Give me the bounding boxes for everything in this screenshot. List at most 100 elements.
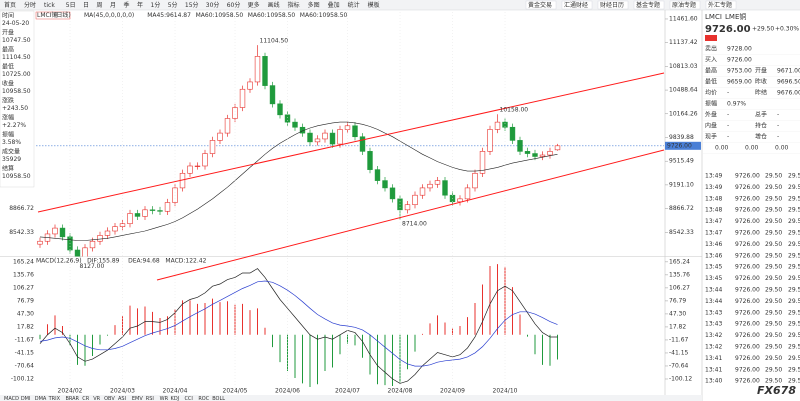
toolbar-link-box[interactable] <box>633 0 665 10</box>
tick-change-2: 29.50 <box>788 355 800 362</box>
candle-body <box>517 140 523 152</box>
indicator-label: MA45:9614.87 <box>147 12 191 19</box>
quote-cell: 9659.00 <box>727 79 752 86</box>
toolbar-tab[interactable]: 年 <box>137 1 143 9</box>
tick-price: 9726.00 <box>735 355 760 362</box>
tick-change: 29.50 <box>765 287 782 294</box>
toolbar-tab[interactable]: 首页 <box>4 1 16 9</box>
indicator-tab[interactable]: DMI <box>21 396 31 401</box>
indicator-tab[interactable]: EMV <box>132 396 143 401</box>
indicator-tab[interactable]: CR <box>82 396 89 401</box>
tick-time: 13:45 <box>705 264 722 271</box>
tick-change: 29.50 <box>765 184 782 191</box>
quote-cell: 9728.00 <box>727 46 752 53</box>
y-tick-label: 9191.10 <box>669 181 694 188</box>
toolbar-link[interactable]: 原油专题 <box>672 1 696 9</box>
y-tick-label-left: 8866.72 <box>9 205 34 212</box>
toolbar-tab[interactable]: 分时 <box>24 1 36 9</box>
toolbar-tab[interactable]: 季 <box>124 1 130 9</box>
candle-body <box>262 56 268 86</box>
quote-cell: 内盘 <box>705 122 717 130</box>
toolbar-link-box[interactable] <box>669 0 701 10</box>
toolbar-link[interactable]: 汇通财经 <box>564 1 588 9</box>
toolbar-tab[interactable]: 15分 <box>185 1 199 9</box>
quote-cell: 0.00 <box>745 145 759 152</box>
indicator-tab[interactable]: ROC <box>198 396 209 401</box>
indicator-tab[interactable]: DMA <box>35 396 47 401</box>
toolbar-tab[interactable]: 1分 <box>151 1 161 9</box>
indicator-tab[interactable]: ASI <box>118 396 126 401</box>
toolbar-link[interactable]: 基金专题 <box>636 1 660 9</box>
info-value: 11104.50 <box>2 54 31 61</box>
candle-body <box>74 249 81 257</box>
y-tick-label-left: 8542.33 <box>9 229 34 236</box>
candle-body <box>157 210 163 212</box>
macd-tick-label-left: -11.67 <box>15 336 35 343</box>
indicator-tab[interactable]: OBV <box>104 396 115 401</box>
indicator-tab[interactable]: CCI <box>184 396 192 401</box>
toolbar-link-box[interactable] <box>705 0 737 10</box>
toolbar-tab[interactable]: 叠加 <box>328 1 340 9</box>
chart-period: (日线) <box>54 11 71 19</box>
toolbar-link[interactable]: 黄金交易 <box>528 1 552 9</box>
tick-change: 29.50 <box>765 218 782 225</box>
toolbar-tab[interactable]: 更多 <box>248 1 260 9</box>
info-label: 最高 <box>2 46 14 54</box>
indicator-tab[interactable]: BOLL <box>212 396 225 401</box>
quote-cell: 昨收 <box>755 78 767 86</box>
y-tick-label: 8542.33 <box>669 229 694 236</box>
macd-tick-label: -100.12 <box>669 375 692 382</box>
toolbar-tab[interactable]: 指标 <box>288 1 300 9</box>
info-label: 时间 <box>2 12 14 20</box>
toolbar-tab[interactable]: 周 <box>97 2 103 9</box>
toolbar-tab[interactable]: 多图 <box>308 1 320 9</box>
toolbar-tab[interactable]: tick <box>44 2 55 9</box>
toolbar-tab[interactable]: 日 <box>83 2 89 9</box>
toolbar-link-box[interactable] <box>561 0 593 10</box>
indicator-tab[interactable]: TRIX <box>48 396 61 401</box>
tick-time: 13:44 <box>705 298 722 305</box>
candle-body <box>487 129 493 152</box>
tick-price: 9726.00 <box>735 252 760 259</box>
plot-area: 11461.60 11137.42 10813.03 10488.64 10164.26… <box>9 11 701 395</box>
macd-tick-label-left: 106.27 <box>13 284 34 291</box>
info-label: 涨幅 <box>2 114 14 122</box>
price-annotation: 11104.50 <box>260 38 289 45</box>
indicator-tab[interactable]: KDJ <box>171 396 180 401</box>
candle-body <box>284 114 291 123</box>
toolbar-tab[interactable]: 统计 <box>348 1 360 9</box>
toolbar-link-box[interactable] <box>525 0 557 10</box>
indicator-tab[interactable]: BRAR <box>65 396 79 401</box>
tick-price: 9726.00 <box>735 230 760 237</box>
indicator-tab[interactable]: WR <box>160 396 169 401</box>
toolbar-link[interactable]: 外汇专题 <box>708 1 732 9</box>
toolbar-tab[interactable]: 模板 <box>368 1 380 9</box>
info-value: 35929 <box>2 156 21 163</box>
candle-body <box>187 165 193 174</box>
toolbar-tab[interactable]: 30分 <box>206 1 220 9</box>
toolbar-tab[interactable]: 画线 <box>268 1 280 9</box>
tick-time: 13:45 <box>705 275 722 282</box>
toolbar-tab[interactable]: 60分 <box>227 1 241 9</box>
indicator-tab[interactable]: VR <box>93 396 100 401</box>
toolbar-tab[interactable]: 月 <box>110 2 116 9</box>
info-label: 振幅 <box>2 131 14 139</box>
tick-change-2: 29.50 <box>788 378 800 385</box>
indicator-tab[interactable]: MACD <box>4 396 19 401</box>
tick-change: 29.50 <box>765 378 782 385</box>
macd-tick-label-left: 47.30 <box>17 310 34 317</box>
dea-line <box>39 280 558 367</box>
quote-cell: 振幅 <box>705 100 717 108</box>
candle-body <box>464 187 471 200</box>
x-tick-label: 2024/09 <box>440 388 465 395</box>
indicator-tab[interactable]: RSI <box>146 396 154 401</box>
candle-body <box>127 213 133 225</box>
toolbar-link[interactable]: 财经日历 <box>600 1 624 9</box>
toolbar-link-box[interactable] <box>597 0 629 10</box>
info-label: 成交量 <box>2 148 20 156</box>
x-tick-label: 2024/02 <box>58 388 83 395</box>
toolbar-tab[interactable]: 5分 <box>168 1 178 9</box>
toolbar-tab[interactable]: 5日 <box>66 2 76 9</box>
quote-code: LMCI <box>705 13 722 21</box>
candle-body <box>322 132 328 140</box>
